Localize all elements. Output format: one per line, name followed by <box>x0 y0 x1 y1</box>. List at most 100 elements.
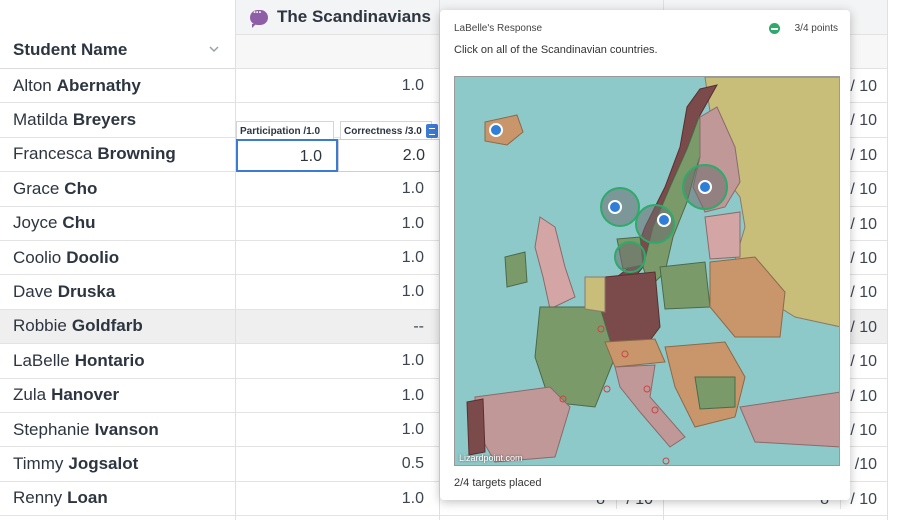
student-name-header-label: Student Name <box>13 40 128 59</box>
target-marker <box>614 241 646 273</box>
targets-placed-text: 2/4 targets placed <box>454 477 542 489</box>
grade-denominator: /10 <box>854 456 877 474</box>
student-row[interactable]: Dave Druska <box>0 275 235 310</box>
student-row[interactable]: Robbie Goldfarb <box>0 309 235 345</box>
student-first-name: Dave <box>13 282 53 302</box>
score-cell[interactable]: 1.0 <box>236 207 439 241</box>
placed-pin <box>657 213 671 227</box>
response-popover: LaBelle's Response 3/4 points Click on a… <box>440 10 850 500</box>
europe-map-graphic <box>466 77 839 465</box>
score-cell[interactable]: 1.0 <box>236 413 439 448</box>
small-marker <box>651 406 659 414</box>
discussion-icon <box>250 7 268 28</box>
map-credit: Lizardpoint.com <box>459 453 523 463</box>
student-row[interactable]: Renny Loan <box>0 482 235 517</box>
score-cell[interactable]: 1.0 <box>236 69 439 104</box>
score-cell[interactable]: 1.0 <box>236 172 439 207</box>
student-last-name: Ivanson <box>94 419 159 439</box>
small-marker <box>597 325 605 333</box>
points-badge: 3/4 points <box>794 23 838 34</box>
student-row[interactable]: Grace Cho <box>0 172 235 207</box>
student-row[interactable]: Coolio Doolio <box>0 241 235 276</box>
correctness-label: Correctness /3.0 <box>340 121 432 139</box>
grade-denominator: / 10 <box>850 112 877 130</box>
student-first-name: Robbie <box>13 316 67 336</box>
student-row[interactable]: Stephanie Ivanson <box>0 413 235 448</box>
status-icon <box>769 23 780 34</box>
grade-denominator: / 10 <box>850 284 877 302</box>
student-row[interactable]: Timmy Jogsalot <box>0 447 235 482</box>
correctness-input[interactable]: 2.0 <box>338 139 440 172</box>
student-first-name: Zula <box>13 385 47 405</box>
placed-pin <box>698 180 712 194</box>
student-last-name: Druska <box>57 282 116 302</box>
grade-denominator: / 10 <box>850 215 877 233</box>
score-cell[interactable]: 1.0 <box>236 275 439 310</box>
student-row[interactable]: Zula Hanover <box>0 379 235 413</box>
student-last-name: Breyers <box>72 110 137 130</box>
chevron-down-icon[interactable] <box>209 44 219 54</box>
student-first-name: Joyce <box>13 213 58 233</box>
assignment-subheader <box>236 35 439 69</box>
student-first-name: LaBelle <box>13 350 70 370</box>
student-first-name: Alton <box>13 75 52 95</box>
response-title: LaBelle's Response <box>454 23 543 34</box>
student-row[interactable]: Alton Abernathy <box>0 69 235 104</box>
student-first-name: Matilda <box>13 110 68 130</box>
grade-denominator: / 10 <box>850 181 877 199</box>
small-marker <box>559 395 567 403</box>
student-name-header[interactable]: Student Name <box>0 0 235 69</box>
assignment-score-column: The Scandinavians 1.01.01.01.01.0--1.01.… <box>236 0 440 520</box>
score-cell[interactable] <box>236 103 439 138</box>
europe-map[interactable]: Lizardpoint.com <box>454 76 840 466</box>
student-row[interactable]: Matilda Breyers <box>0 103 235 138</box>
student-first-name: Francesca <box>13 144 93 164</box>
student-first-name: Stephanie <box>13 419 90 439</box>
student-last-name: Hontario <box>74 350 145 370</box>
assignment-header[interactable]: The Scandinavians <box>236 0 439 35</box>
grade-denominator: / 10 <box>850 490 877 508</box>
grade-denominator: / 10 <box>850 387 877 405</box>
grade-denominator: / 10 <box>850 421 877 439</box>
grade-denominator: / 10 <box>850 318 877 336</box>
small-marker <box>643 385 651 393</box>
student-first-name: Coolio <box>13 247 62 267</box>
student-last-name: Hanover <box>51 385 120 405</box>
placed-pin <box>489 123 503 137</box>
assignment-title: The Scandinavians <box>277 7 431 26</box>
grade-denominator: / 10 <box>850 146 877 164</box>
student-last-name: Abernathy <box>56 75 141 95</box>
small-marker <box>603 385 611 393</box>
student-row[interactable]: Francesca Browning <box>0 138 235 173</box>
grade-denominator: / 10 <box>850 353 877 371</box>
small-marker <box>621 350 629 358</box>
student-first-name: Grace <box>13 178 60 198</box>
student-last-name: Cho <box>64 178 98 198</box>
student-last-name: Doolio <box>66 247 120 267</box>
score-cell[interactable]: -- <box>236 309 439 345</box>
score-cell[interactable]: 1.0 <box>236 241 439 276</box>
grade-editor: Participation /1.0 Correctness /3.0 1.0 … <box>236 121 440 172</box>
student-first-name: Timmy <box>13 453 64 473</box>
student-last-name: Browning <box>97 144 176 164</box>
student-name-column: Student Name Alton Abernathy Matilda Breyer… <box>0 0 236 520</box>
placed-pin <box>608 200 622 214</box>
student-first-name: Renny <box>13 488 63 508</box>
student-row[interactable]: LaBelle Hontario <box>0 344 235 379</box>
score-cell[interactable]: 1.0 <box>236 379 439 413</box>
small-marker <box>662 457 670 465</box>
grade-denominator: / 10 <box>850 249 877 267</box>
score-cell[interactable]: 1.0 <box>236 344 439 379</box>
student-last-name: Loan <box>67 488 108 508</box>
score-cell[interactable]: 0.5 <box>236 447 439 482</box>
participation-input[interactable]: 1.0 <box>236 139 338 172</box>
student-last-name: Jogsalot <box>68 453 139 473</box>
comment-icon[interactable] <box>426 124 438 138</box>
grade-denominator: / 10 <box>850 78 877 95</box>
question-text: Click on all of the Scandinavian countri… <box>454 44 658 56</box>
score-cell[interactable]: 1.0 <box>236 482 439 517</box>
student-last-name: Goldfarb <box>71 316 143 336</box>
student-last-name: Chu <box>62 213 96 233</box>
student-row[interactable]: Joyce Chu <box>0 207 235 241</box>
